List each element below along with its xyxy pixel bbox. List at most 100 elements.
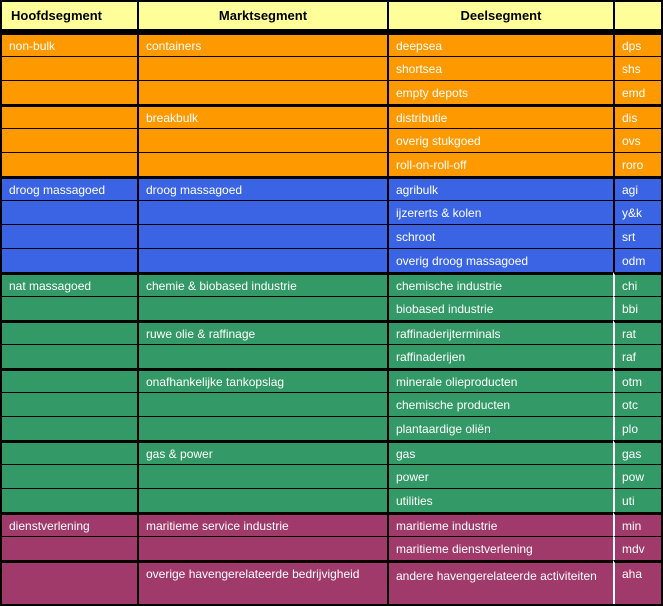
deelsegment-cell: distributie	[387, 104, 613, 128]
marktsegment-cell	[137, 80, 387, 104]
table-row: gas & power gas gas	[2, 440, 661, 464]
hoofdsegment-cell	[2, 392, 137, 416]
hoofdsegment-cell	[2, 344, 137, 368]
deelsegment-cell: empty depots	[387, 80, 613, 104]
marktsegment-cell	[137, 296, 387, 320]
marktsegment-cell	[137, 224, 387, 248]
code-cell: raf	[613, 344, 661, 368]
hoofdsegment-cell	[2, 80, 137, 104]
table-row: non-bulk containers deepsea dps	[2, 32, 661, 56]
deelsegment-cell: ijzererts & kolen	[387, 200, 613, 224]
deelsegment-cell: agribulk	[387, 176, 613, 200]
table-row: biobased industrie bbi	[2, 296, 661, 320]
table-row: maritieme dienstverlening mdv	[2, 536, 661, 560]
table-row: droog massagoed droog massagoed agribulk…	[2, 176, 661, 200]
hoofdsegment-cell	[2, 536, 137, 560]
code-cell: agi	[613, 176, 661, 200]
code-cell: plo	[613, 416, 661, 440]
marktsegment-cell: chemie & biobased industrie	[137, 272, 387, 296]
marktsegment-cell	[137, 392, 387, 416]
hoofdsegment-cell: droog massagoed	[2, 176, 137, 200]
code-cell: aha	[613, 560, 661, 604]
hoofdsegment-cell	[2, 416, 137, 440]
table-row: overig droog massagoed odm	[2, 248, 661, 272]
deelsegment-cell: chemische producten	[387, 392, 613, 416]
code-cell: gas	[613, 440, 661, 464]
code-cell: chi	[613, 272, 661, 296]
table-row: overige havengerelateerde bedrijvigheid …	[2, 560, 661, 604]
table-row: ijzererts & kolen y&k	[2, 200, 661, 224]
hoofdsegment-cell	[2, 200, 137, 224]
code-cell: otc	[613, 392, 661, 416]
deelsegment-cell: overig stukgoed	[387, 128, 613, 152]
code-cell: emd	[613, 80, 661, 104]
table-row: overig stukgoed ovs	[2, 128, 661, 152]
table-body: non-bulk containers deepsea dps shortsea…	[2, 32, 661, 604]
deelsegment-cell: chemische industrie	[387, 272, 613, 296]
marktsegment-cell: containers	[137, 32, 387, 56]
deelsegment-cell: andere havengerelateerde activiteiten	[387, 560, 613, 604]
marktsegment-cell	[137, 536, 387, 560]
marktsegment-cell: breakbulk	[137, 104, 387, 128]
table-row: power pow	[2, 464, 661, 488]
table-row: chemische producten otc	[2, 392, 661, 416]
deelsegment-cell: overig droog massagoed	[387, 248, 613, 272]
hoofdsegment-cell	[2, 128, 137, 152]
hoofdsegment-cell	[2, 368, 137, 392]
header-deelsegment: Deelsegment	[387, 2, 613, 32]
table-row: onafhankelijke tankopslag minerale oliep…	[2, 368, 661, 392]
header-code	[613, 2, 661, 32]
hoofdsegment-cell	[2, 320, 137, 344]
marktsegment-cell	[137, 344, 387, 368]
deelsegment-cell: power	[387, 464, 613, 488]
marktsegment-cell	[137, 464, 387, 488]
deelsegment-cell: gas	[387, 440, 613, 464]
code-cell: dis	[613, 104, 661, 128]
table-row: shortsea shs	[2, 56, 661, 80]
table-header-row: Hoofdsegment Marktsegment Deelsegment	[2, 2, 661, 32]
marktsegment-cell: droog massagoed	[137, 176, 387, 200]
deelsegment-cell: biobased industrie	[387, 296, 613, 320]
code-cell: bbi	[613, 296, 661, 320]
marktsegment-cell: onafhankelijke tankopslag	[137, 368, 387, 392]
deelsegment-cell: minerale olieproducten	[387, 368, 613, 392]
deelsegment-cell: maritieme industrie	[387, 512, 613, 536]
marktsegment-cell	[137, 200, 387, 224]
code-cell: ovs	[613, 128, 661, 152]
deelsegment-cell: raffinaderijterminals	[387, 320, 613, 344]
code-cell: roro	[613, 152, 661, 176]
code-cell: y&k	[613, 200, 661, 224]
code-cell: min	[613, 512, 661, 536]
hoofdsegment-cell	[2, 440, 137, 464]
marktsegment-cell: maritieme service industrie	[137, 512, 387, 536]
code-cell: rat	[613, 320, 661, 344]
deelsegment-cell: raffinaderijen	[387, 344, 613, 368]
code-cell: srt	[613, 224, 661, 248]
table-row: schroot srt	[2, 224, 661, 248]
hoofdsegment-cell	[2, 224, 137, 248]
deelsegment-cell: plantaardige oliën	[387, 416, 613, 440]
marktsegment-cell	[137, 488, 387, 512]
code-cell: uti	[613, 488, 661, 512]
hoofdsegment-cell	[2, 488, 137, 512]
deelsegment-cell: utilities	[387, 488, 613, 512]
hoofdsegment-cell	[2, 104, 137, 128]
table-row: utilities uti	[2, 488, 661, 512]
hoofdsegment-cell	[2, 56, 137, 80]
deelsegment-cell: maritieme dienstverlening	[387, 536, 613, 560]
table-row: nat massagoed chemie & biobased industri…	[2, 272, 661, 296]
code-cell: dps	[613, 32, 661, 56]
code-cell: otm	[613, 368, 661, 392]
hoofdsegment-cell: nat massagoed	[2, 272, 137, 296]
table-row: dienstverlening maritieme service indust…	[2, 512, 661, 536]
marktsegment-cell: overige havengerelateerde bedrijvigheid	[137, 560, 387, 604]
hoofdsegment-cell	[2, 248, 137, 272]
marktsegment-cell	[137, 248, 387, 272]
code-cell: odm	[613, 248, 661, 272]
header-marktsegment: Marktsegment	[137, 2, 387, 32]
hoofdsegment-cell: dienstverlening	[2, 512, 137, 536]
code-cell: shs	[613, 56, 661, 80]
hoofdsegment-cell	[2, 152, 137, 176]
marktsegment-cell	[137, 152, 387, 176]
